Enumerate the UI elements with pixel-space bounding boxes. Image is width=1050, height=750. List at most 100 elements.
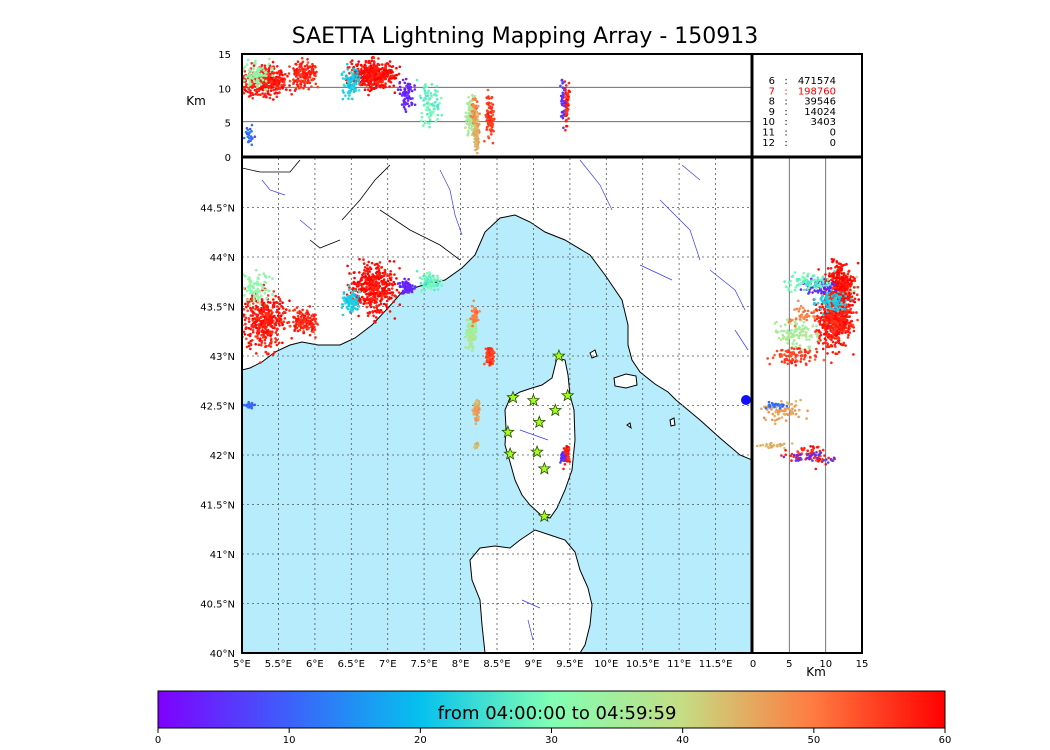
map-source-point [374, 316, 378, 319]
map-source-point [357, 305, 361, 308]
alt-lon-point [422, 124, 425, 127]
lat-alt-point [834, 311, 838, 315]
map-source-point [364, 279, 368, 282]
map-source-point [280, 314, 283, 317]
map-source-point [288, 299, 291, 303]
lat-alt-point [839, 262, 842, 266]
map-source-point [353, 276, 356, 280]
map-source-point [269, 309, 273, 312]
lat-alt-point [807, 328, 810, 331]
map-source-point [267, 289, 271, 293]
map-source-point [275, 300, 278, 304]
alt-lon-point [491, 113, 495, 117]
alt-lon-point [464, 111, 468, 115]
alt-lon-point [360, 68, 363, 71]
border-lines [242, 159, 461, 261]
map-source-point [297, 320, 301, 324]
map-source-point [565, 460, 569, 463]
alt-lon-point [398, 80, 402, 84]
island-elba [613, 373, 638, 389]
map-source-point [299, 312, 303, 316]
alt-lon-point [379, 85, 382, 89]
alt-lon-point [263, 82, 266, 86]
lat-alt-point [828, 289, 831, 293]
alt-lon-point [280, 70, 283, 73]
map-source-point [248, 276, 251, 279]
map-source-point [275, 338, 279, 342]
lat-alt-point [804, 350, 807, 354]
map-source-point [298, 328, 302, 332]
lat-alt-point [856, 293, 859, 297]
lat-alt-point [813, 319, 817, 322]
lat-alt-point [802, 271, 805, 275]
map-source-point [472, 299, 476, 303]
alt-lon-point [251, 137, 254, 140]
lat-alt-point [833, 282, 836, 286]
map-source-point [247, 344, 251, 348]
lat-alt-panel [753, 158, 862, 653]
map-source-point [295, 322, 298, 326]
map-source-point [410, 287, 413, 290]
alt-lon-point [296, 60, 300, 63]
map-source-point [384, 293, 387, 297]
lat-alt-point [826, 296, 830, 299]
map-source-point [296, 314, 300, 318]
map-source-point [252, 302, 255, 305]
alt-lon-point [488, 97, 491, 100]
alt-lon-point [435, 105, 439, 108]
map-source-point [259, 323, 263, 326]
map-source-point [351, 310, 354, 313]
map-source-point [364, 274, 367, 278]
alt-lon-point [352, 65, 356, 69]
alt-lon-point [379, 68, 383, 71]
alt-lon-point [265, 84, 268, 87]
map-source-point [367, 260, 371, 264]
map-source-point [378, 311, 381, 314]
map-source-point [471, 338, 474, 342]
alt-lon-point [386, 62, 390, 66]
map-source-point [234, 316, 237, 319]
map-source-point [245, 403, 249, 407]
land-corsica [504, 357, 576, 519]
lat-alt-point [792, 347, 796, 351]
lat-alt-point [821, 347, 825, 351]
lat-alt-point [835, 264, 839, 268]
lat-alt-point [816, 314, 819, 318]
alt-lon-point [476, 151, 479, 155]
alt-lon-point [398, 85, 402, 89]
alt-lon-point [264, 94, 268, 98]
alt-lon-point [395, 66, 398, 70]
alt-lon-point [474, 148, 477, 152]
alt-lon-point [426, 105, 429, 109]
alt-lon-point [433, 107, 436, 111]
map-source-point [258, 273, 261, 277]
map-source-point [348, 272, 351, 275]
map-source-point [374, 277, 378, 281]
lat-alt-point [802, 320, 806, 324]
lat-alt-point [817, 341, 820, 345]
alt-lon-point [486, 88, 490, 92]
map-source-point [263, 315, 266, 319]
alt-lon-point [475, 106, 478, 110]
alt-lon-sources [242, 55, 571, 155]
alt-lon-point [308, 65, 312, 68]
map-source-point [396, 282, 400, 285]
map-source-point [311, 323, 314, 327]
alt-lon-point [473, 98, 477, 102]
lat-alt-point [813, 358, 817, 361]
map-source-point [367, 274, 371, 278]
alt-lon-point [259, 67, 262, 70]
map-source-point [344, 302, 347, 305]
lat-alt-point [815, 350, 819, 354]
alt-lon-point [428, 122, 431, 125]
map-source-point [249, 284, 253, 288]
alt-lon-point [561, 92, 565, 96]
lat-alt-point [792, 342, 795, 346]
map-source-point [563, 463, 567, 466]
map-source-point [366, 281, 370, 285]
map-source-point [264, 350, 268, 354]
lat-alt-point [813, 278, 816, 282]
lat-alt-point [830, 344, 834, 348]
lat-alt-point [837, 290, 840, 294]
alt-lon-point [483, 139, 486, 143]
